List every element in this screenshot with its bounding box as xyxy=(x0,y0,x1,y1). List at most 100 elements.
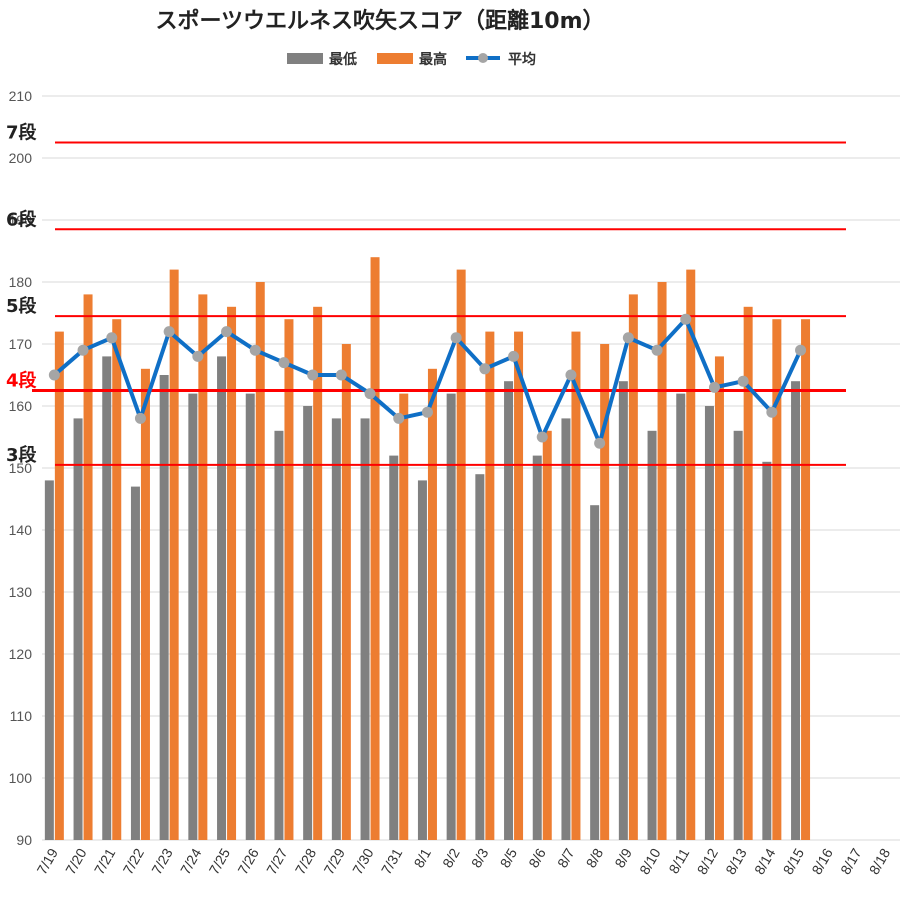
legend-marker-avg xyxy=(478,53,488,63)
x-tick-label: 7/30 xyxy=(349,845,377,877)
average-point xyxy=(508,350,520,362)
average-point xyxy=(536,431,548,443)
average-point xyxy=(565,369,577,381)
chart-title: スポーツウエルネス吹矢スコア（距離10m） xyxy=(155,8,604,34)
x-tick-label: 7/23 xyxy=(148,845,176,877)
average-point xyxy=(450,332,462,344)
bar-min xyxy=(647,430,657,840)
x-tick-label: 8/3 xyxy=(468,845,492,870)
average-point xyxy=(307,369,319,381)
x-tick-label: 8/1 xyxy=(410,845,434,870)
bar-min xyxy=(303,406,313,840)
average-point xyxy=(192,350,204,362)
bar-min xyxy=(389,455,399,840)
bar-min xyxy=(360,418,370,840)
x-tick-label: 7/21 xyxy=(91,845,119,877)
x-axis: 7/19 7/20 7/21 7/22 7/23 7/24 7/25 7/26 7/27 7/28… xyxy=(33,845,893,877)
bar-min xyxy=(159,375,169,840)
x-tick-label: 7/24 xyxy=(177,845,205,877)
rank-label: 4段 xyxy=(6,370,38,392)
bar-min xyxy=(102,356,112,840)
bar-min xyxy=(676,393,686,840)
rank-lines: 7段 6段 5段 4段 3段 xyxy=(6,122,846,466)
legend: 最低 最高 平均 xyxy=(287,51,536,68)
bar-max xyxy=(399,393,409,840)
y-tick-label: 210 xyxy=(9,88,33,104)
x-tick-label: 8/6 xyxy=(525,845,549,870)
bar-max xyxy=(284,319,294,840)
x-tick-label: 7/31 xyxy=(378,845,406,877)
y-tick-label: 150 xyxy=(9,460,33,476)
x-tick-label: 8/16 xyxy=(808,845,836,877)
bar-max xyxy=(427,368,437,840)
bar-min xyxy=(73,418,83,840)
average-point xyxy=(766,406,778,418)
bar-min xyxy=(618,381,628,840)
bar-max xyxy=(686,269,696,841)
bar-min xyxy=(188,393,198,840)
legend-label-avg: 平均 xyxy=(508,51,536,68)
bar-max xyxy=(801,319,811,840)
x-tick-label: 7/26 xyxy=(234,845,262,877)
x-tick-label: 8/17 xyxy=(837,845,865,877)
average-point xyxy=(221,326,233,338)
x-tick-label: 7/29 xyxy=(320,845,348,877)
y-tick-label: 130 xyxy=(9,584,33,600)
bar-max xyxy=(485,331,495,840)
rank-label: 3段 xyxy=(6,444,38,466)
bar-min xyxy=(475,474,485,840)
x-tick-label: 8/14 xyxy=(751,845,779,877)
bar-min xyxy=(504,381,514,840)
x-tick-label: 8/5 xyxy=(497,845,521,870)
y-tick-label: 110 xyxy=(10,708,33,724)
x-tick-label: 8/7 xyxy=(554,845,578,870)
x-tick-label: 7/27 xyxy=(263,845,291,877)
legend-swatch-min xyxy=(287,53,323,64)
average-point xyxy=(163,326,175,338)
rank-label: 5段 xyxy=(6,295,38,317)
average-point xyxy=(77,344,89,356)
x-tick-label: 7/20 xyxy=(62,845,90,877)
bar-min xyxy=(590,505,600,840)
average-point xyxy=(249,344,261,356)
legend-label-min: 最低 xyxy=(329,51,357,68)
bar-min xyxy=(130,486,140,840)
x-tick-label: 8/8 xyxy=(583,845,607,870)
average-point xyxy=(278,357,290,369)
bar-max xyxy=(628,294,638,840)
y-tick-label: 190 xyxy=(9,212,33,228)
average-point xyxy=(680,313,692,325)
bar-max xyxy=(140,368,150,840)
bar-max xyxy=(169,269,179,841)
bar-min xyxy=(561,418,571,840)
x-tick-label: 7/22 xyxy=(120,845,148,877)
average-point xyxy=(479,363,491,375)
bar-min xyxy=(791,381,801,840)
bar-max xyxy=(112,319,122,840)
bar-max xyxy=(600,344,610,840)
bar-max xyxy=(772,319,782,840)
gridlines xyxy=(42,95,900,841)
x-tick-label: 8/11 xyxy=(665,845,692,876)
legend-swatch-max xyxy=(377,53,413,64)
average-point xyxy=(737,375,749,387)
x-tick-label: 7/28 xyxy=(292,845,320,877)
bar-max xyxy=(255,282,265,840)
x-tick-label: 7/19 xyxy=(33,845,61,877)
bar-max xyxy=(370,257,380,840)
legend-label-max: 最高 xyxy=(419,51,447,68)
bar-min xyxy=(274,430,284,840)
x-tick-label: 8/15 xyxy=(780,845,808,877)
bar-max xyxy=(198,294,208,840)
y-tick-label: 160 xyxy=(9,398,33,414)
bar-max xyxy=(714,356,724,840)
x-tick-label: 8/9 xyxy=(611,845,635,870)
average-point xyxy=(795,344,807,356)
bar-max xyxy=(571,331,581,840)
bar-min xyxy=(44,480,54,840)
bar-max xyxy=(657,282,667,840)
y-tick-label: 140 xyxy=(9,522,33,538)
bar-max xyxy=(456,269,466,841)
rank-label: 6段 xyxy=(6,208,38,230)
